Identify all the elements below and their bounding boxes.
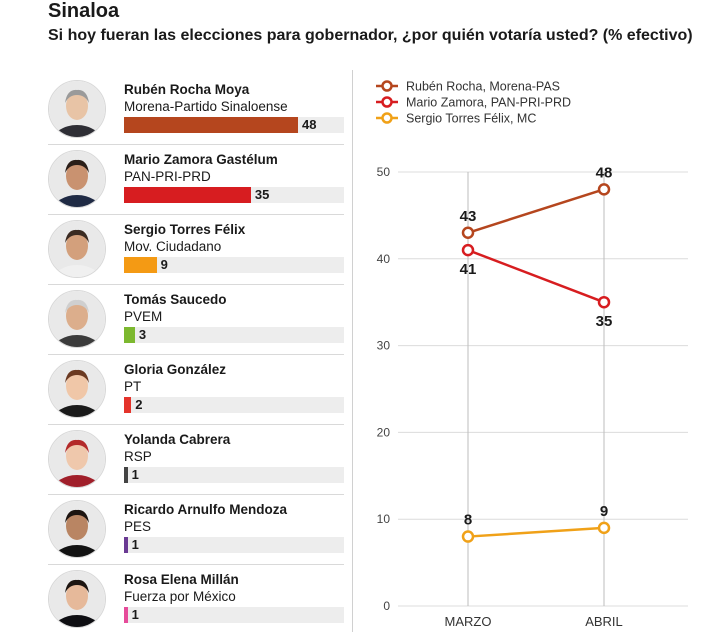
row-separator [48,494,344,495]
divider [352,70,353,632]
bar [124,467,128,483]
candidate-name: Tomás Saucedo [124,292,227,307]
candidate-photo [48,80,106,138]
candidate-photo [48,360,106,418]
candidate-party: PVEM [124,309,163,324]
bar-track: 3 [124,327,344,343]
bar-value-label: 2 [135,397,143,412]
row-separator [48,354,344,355]
candidate-card: Rubén Rocha Moya Morena-Partido Sinaloens… [48,80,344,138]
data-label: 48 [596,164,613,181]
bar-track: 1 [124,607,344,623]
row-separator [48,424,344,425]
bar [124,117,298,133]
candidate-card: Yolanda Cabrera RSP 1 [48,430,344,488]
bar [124,327,135,343]
bar [124,607,128,623]
y-tick-label: 30 [377,339,391,353]
legend-label: Sergio Torres Félix, MC [406,112,536,126]
candidate-name: Ricardo Arnulfo Mendoza [124,502,288,517]
row-separator [48,564,344,565]
candidate-name: Mario Zamora Gastélum [124,152,278,167]
bar [124,257,157,273]
x-tick-label: ABRIL [585,614,623,629]
bar-value-label: 1 [131,537,139,552]
page-subtitle: Si hoy fueran las elecciones para gobern… [48,27,693,44]
bar-track: 1 [124,537,344,553]
candidate-party: Morena-Partido Sinaloense [124,99,288,114]
y-tick-label: 20 [377,425,391,439]
data-label: 43 [460,208,477,225]
legend-label: Mario Zamora, PAN-PRI-PRD [406,96,571,110]
candidate-card: Mario Zamora Gastélum PAN-PRI-PRD 35 [48,150,344,208]
bar-value-label: 9 [160,257,168,272]
legend-marker [381,96,393,108]
bar-value-label: 48 [302,117,317,132]
data-point [597,295,611,309]
data-label: 9 [600,503,608,520]
candidate-party: RSP [124,449,152,464]
candidate-name: Rubén Rocha Moya [124,82,250,97]
series-line [467,248,605,304]
x-tick-label: MARZO [445,614,492,629]
y-tick-label: 40 [377,252,391,266]
candidate-photo [48,220,106,278]
candidate-card: Sergio Torres Félix Mov. Ciudadano 9 [48,220,344,278]
bar-value-label: 1 [131,607,139,622]
candidate-photo [48,290,106,348]
candidate-photo [48,570,106,628]
bar [124,187,251,203]
data-point [597,521,611,535]
data-point [461,243,475,257]
data-point [597,183,611,196]
bar-track: 1 [124,467,344,483]
bar-value-label: 35 [254,187,270,202]
legend-label: Rubén Rocha, Morena-PAS [406,80,560,94]
bar-value-label: 3 [138,327,147,342]
candidate-photo [48,430,106,488]
row-separator [48,214,344,215]
candidate-party: PAN-PRI-PRD [124,169,211,184]
candidate-name: Yolanda Cabrera [124,432,231,447]
legend-marker [381,80,393,92]
series-line [467,188,605,234]
candidate-photo [48,150,106,208]
series-line [467,526,605,538]
bar [124,397,132,413]
candidate-card: Rosa Elena Millán Fuerza por México 1 [48,570,344,628]
candidate-party: Fuerza por México [124,589,236,604]
row-separator [48,144,344,145]
candidate-card: Ricardo Arnulfo Mendoza PES 1 [48,500,344,558]
bar-value-label: 1 [131,467,139,482]
candidate-party: Mov. Ciudadano [124,239,222,254]
data-point [461,530,475,543]
page-title: Sinaloa [48,0,120,22]
bar-track: 48 [124,117,344,133]
bar-track: 9 [124,257,344,273]
y-tick-label: 50 [377,165,391,179]
bar [124,537,128,553]
bar-track: 35 [124,187,344,203]
candidate-card: Gloria González PT 2 [48,360,344,418]
candidate-name: Sergio Torres Félix [124,222,246,237]
bar-track: 2 [124,397,344,413]
y-tick-label: 10 [377,512,391,526]
line-chart: 0 10 20 30 40 50 MARZO ABRIL Rubén Rocha, Morena… [376,80,688,629]
data-point [461,226,475,240]
legend-marker [381,112,393,124]
candidate-name: Gloria González [124,362,227,377]
data-label: 8 [464,512,472,529]
data-label: 35 [596,313,613,330]
data-label: 41 [460,261,477,278]
candidate-party: PES [124,519,152,534]
y-tick-label: 0 [383,599,390,613]
candidate-party: PT [124,379,142,394]
candidate-photo [48,500,106,558]
candidate-name: Rosa Elena Millán [124,572,239,587]
row-separator [48,284,344,285]
candidate-card: Tomás Saucedo PVEM 3 [48,290,344,348]
